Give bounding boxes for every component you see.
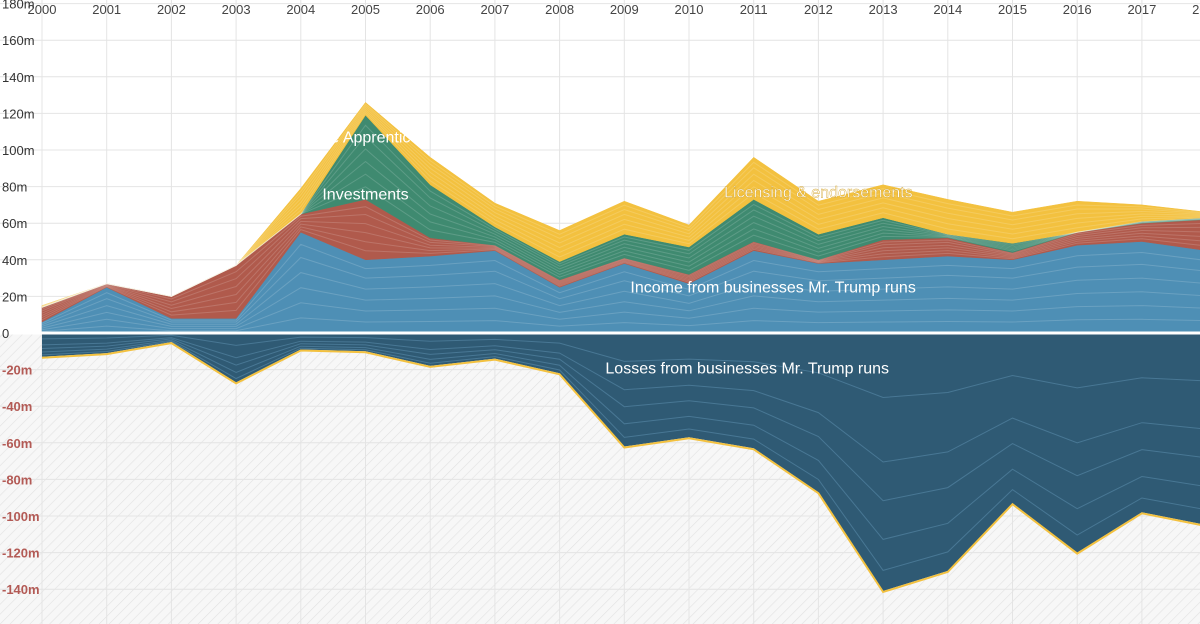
y-tick-label: -120m <box>2 546 40 561</box>
y-tick-label: 80m <box>2 180 27 195</box>
x-tick-label: 2012 <box>804 2 833 17</box>
x-tick-label: 2002 <box>157 2 186 17</box>
x-tick-label: 2007 <box>480 2 509 17</box>
losses-edge <box>41 342 1200 594</box>
texture-line <box>41 160 1200 308</box>
y-tick-label: 160m <box>2 33 35 48</box>
y-tick-label: 20m <box>2 289 27 304</box>
series-label: Income from businesses Mr. Trump runs <box>630 280 915 297</box>
area-licensing-endorsements <box>41 102 1200 308</box>
texture-line-loss <box>41 339 1200 540</box>
y-tick-label: -100m <box>2 509 40 524</box>
y-tick-label: 140m <box>2 70 35 85</box>
x-tick-label: 2001 <box>92 2 121 17</box>
x-tick-label: 2016 <box>1063 2 1092 17</box>
texture-line <box>41 226 1200 319</box>
y-tick-label: 180m <box>2 0 35 12</box>
y-tick-label: -20m <box>2 363 32 378</box>
x-tick-label: 2017 <box>1127 2 1156 17</box>
y-tick-label: -40m <box>2 399 32 414</box>
y-tick-label: 40m <box>2 253 27 268</box>
y-tick-label: 100m <box>2 143 35 158</box>
series-annotations: "The Apprentice" Investments Licensing & e… <box>306 130 916 378</box>
layer-texture <box>41 103 1200 571</box>
x-tick-label: 2003 <box>222 2 251 17</box>
texture-line <box>41 213 1200 312</box>
texture-line <box>41 229 1200 321</box>
texture-line-loss <box>41 340 1200 571</box>
y-tick-label: -60m <box>2 436 32 451</box>
texture-line <box>41 206 1200 310</box>
x-tick-label: 2015 <box>998 2 1027 17</box>
series-label: "The Apprentice" <box>306 130 425 147</box>
texture-line <box>41 103 1200 307</box>
texture-line <box>41 104 1200 307</box>
texture-line <box>41 272 1200 327</box>
texture-line-loss <box>41 334 1200 399</box>
y-tick-label: 0 <box>2 326 9 341</box>
texture-line <box>41 173 1200 308</box>
y-tick-label: 120m <box>2 106 35 121</box>
texture-line <box>41 106 1200 307</box>
series-label: Losses from businesses Mr. Trump runs <box>605 360 889 377</box>
texture-line <box>41 317 1200 332</box>
y-tick-label: -80m <box>2 472 32 487</box>
texture-line <box>41 220 1200 314</box>
x-axis-year-labels: 2000 2001 2002 2003 2004 2005 2006 2007 2008 2009… <box>28 2 1200 17</box>
x-tick-label: 2008 <box>545 2 574 17</box>
texture-line <box>41 124 1200 308</box>
texture-line <box>41 108 1200 308</box>
texture-line-loss <box>41 337 1200 463</box>
x-tick-label: 2005 <box>351 2 380 17</box>
texture-line <box>41 110 1200 308</box>
x-tick-label: 2009 <box>610 2 639 17</box>
texture-line <box>41 256 1200 326</box>
series-label: Licensing & endorsements <box>724 185 913 202</box>
x-tick-label: 2004 <box>286 2 315 17</box>
texture-line <box>41 186 1200 308</box>
series-label: Investments <box>322 186 408 203</box>
texture-line <box>41 112 1200 308</box>
texture-line <box>41 148 1200 308</box>
texture-line <box>41 223 1200 316</box>
y-tick-label: 60m <box>2 216 27 231</box>
x-tick-label: 2010 <box>675 2 704 17</box>
texture-line <box>41 302 1200 331</box>
x-tick-label: 2006 <box>416 2 445 17</box>
area-losses <box>42 333 1200 591</box>
x-tick-label: 2018 <box>1192 2 1200 17</box>
texture-line-loss <box>41 338 1200 502</box>
y-axis-tick-labels: 180m 160m 140m 120m 100m 80m 60m 40m 20m 0 -20m -40… <box>2 0 40 597</box>
texture-line <box>41 243 1200 324</box>
y-tick-label: -140m <box>2 582 40 597</box>
x-tick-label: 2014 <box>933 2 962 17</box>
texture-line <box>41 135 1200 308</box>
x-tick-label: 2000 <box>28 2 57 17</box>
area-layers <box>41 102 1200 594</box>
x-tick-label: 2011 <box>740 2 768 17</box>
x-tick-label: 2013 <box>869 2 898 17</box>
texture-line <box>41 287 1200 329</box>
